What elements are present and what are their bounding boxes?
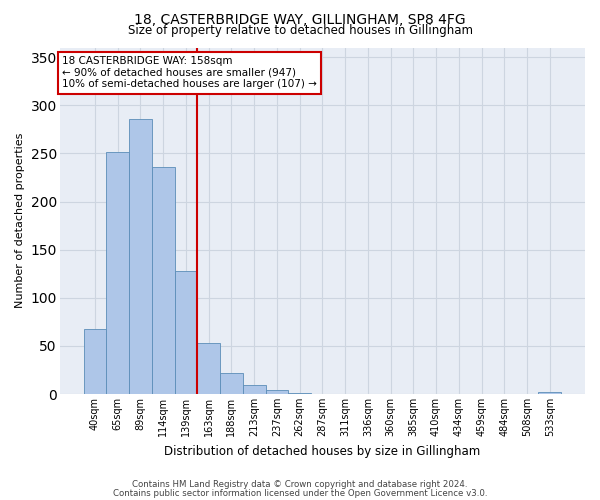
X-axis label: Distribution of detached houses by size in Gillingham: Distribution of detached houses by size … [164,444,481,458]
Bar [288,393,311,394]
Bar [175,271,197,394]
Text: Size of property relative to detached houses in Gillingham: Size of property relative to detached ho… [128,24,473,37]
Bar [152,167,175,394]
Text: Contains HM Land Registry data © Crown copyright and database right 2024.: Contains HM Land Registry data © Crown c… [132,480,468,489]
Bar [220,373,243,394]
Text: 18, CASTERBRIDGE WAY, GILLINGHAM, SP8 4FG: 18, CASTERBRIDGE WAY, GILLINGHAM, SP8 4F… [134,12,466,26]
Bar [243,386,266,394]
Text: Contains public sector information licensed under the Open Government Licence v3: Contains public sector information licen… [113,488,487,498]
Bar [538,392,561,394]
Y-axis label: Number of detached properties: Number of detached properties [15,133,25,308]
Text: 18 CASTERBRIDGE WAY: 158sqm
← 90% of detached houses are smaller (947)
10% of se: 18 CASTERBRIDGE WAY: 158sqm ← 90% of det… [62,56,317,90]
Bar [83,328,106,394]
Bar [106,152,129,394]
Bar [197,343,220,394]
Bar [266,390,288,394]
Bar [129,118,152,394]
